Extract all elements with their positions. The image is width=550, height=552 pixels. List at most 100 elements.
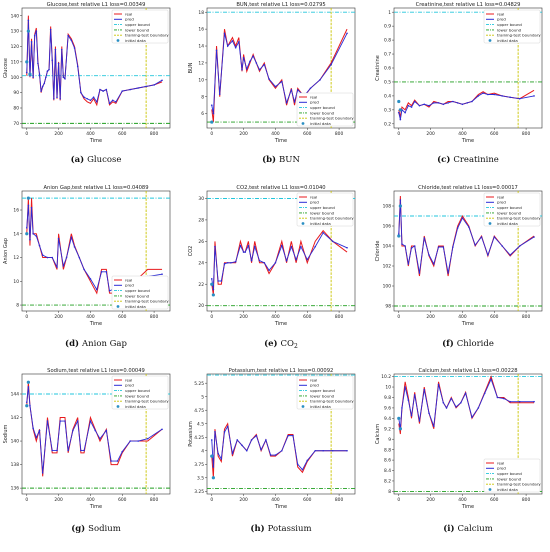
pred-point (161, 273, 163, 275)
legend-initial-marker (116, 39, 120, 42)
pred-point (210, 439, 213, 441)
chart-potassium: Potassium,test relative L1 loss=0.00092 3… (188, 368, 356, 534)
legend-label: lower bound (125, 27, 150, 32)
y-tick-label: 8.6 (384, 458, 391, 464)
pred-point (80, 91, 82, 94)
legend-label: training-test boundary (125, 399, 169, 404)
x-axis-label: Time (274, 504, 287, 510)
pred-point (258, 259, 261, 262)
pred-point (346, 246, 348, 249)
pred-point (217, 280, 219, 282)
pred-point (212, 112, 215, 115)
pred-point (35, 436, 38, 439)
legend-label: real (497, 194, 504, 199)
x-tick-label: 800 (150, 314, 159, 320)
pred-point (37, 62, 39, 65)
y-tick-label: 9 (388, 437, 391, 443)
pred-point (223, 263, 226, 265)
caption-name: Calcium (457, 524, 492, 534)
pred-point (268, 269, 270, 272)
pred-point (503, 397, 505, 400)
y-tick-label: 9.2 (384, 426, 391, 432)
x-tick-label: 800 (335, 131, 344, 137)
y-tick-label: 102 (383, 264, 392, 270)
pred-point (30, 41, 33, 43)
caption-name: Sodium (88, 524, 121, 534)
caption-name: Chloride (457, 339, 494, 349)
legend-label: initial data (310, 404, 331, 409)
x-tick-label: 200 (239, 314, 248, 320)
chart-bun: BUN,test relative L1 loss=0.02795 6 8 10 12 1… (188, 2, 356, 165)
legend-label: upper bound (310, 105, 335, 110)
legend-label: training-test boundary (310, 399, 354, 404)
y-tick-label: 24 (198, 260, 204, 266)
legend-box (111, 9, 169, 44)
pred-point (25, 227, 28, 229)
legend-label: real (310, 94, 317, 99)
legend-label: initial data (497, 487, 518, 492)
chart-title: Sodium,test relative L1 loss=0.00049 (47, 368, 145, 374)
pred-point (471, 416, 473, 419)
legend-label: pred (125, 283, 134, 288)
y-axis-label: BUN (188, 62, 194, 73)
caption-name: Creatinine (453, 155, 499, 165)
legend-initial-marker (301, 222, 305, 225)
x-axis-label: Time (274, 321, 287, 327)
pred-point (452, 100, 454, 103)
legend-label: training-test boundary (497, 33, 541, 38)
pred-point (161, 79, 163, 82)
chart-chloride: Chloride,test relative L1 loss=0.00017 98… (375, 185, 543, 349)
pred-point (496, 396, 499, 399)
pred-point (220, 458, 223, 460)
pred-point (99, 437, 101, 440)
x-axis-label: Time (461, 504, 474, 510)
initial-data-point (25, 404, 29, 408)
y-tick-label: 106 (383, 224, 392, 230)
y-axis-label: Calcium (375, 424, 381, 444)
x-tick-label: 200 (239, 131, 248, 137)
pred-point (432, 263, 435, 265)
initial-data-point (398, 108, 402, 112)
legend-label: upper bound (310, 205, 335, 210)
y-tick-label: 0.9 (384, 24, 391, 30)
pred-point (399, 199, 402, 201)
initial-data-point (26, 196, 30, 200)
pred-point (111, 99, 114, 102)
pred-point (467, 226, 470, 228)
pred-point (253, 245, 256, 248)
pred-point (59, 97, 61, 100)
pred-point (57, 62, 60, 65)
x-axis-label: Time (461, 138, 474, 144)
legend-label: initial data (310, 121, 331, 126)
pred-point (287, 434, 289, 437)
pred-point (471, 100, 473, 103)
pred-point (346, 449, 348, 452)
pred-point (56, 96, 58, 99)
pred-point (30, 206, 33, 209)
legend-box (483, 192, 541, 227)
pred-point (301, 468, 304, 471)
pred-point (41, 472, 44, 474)
pred-point (456, 227, 459, 229)
legend-label: initial data (497, 221, 518, 226)
y-axis-label: CO2 (188, 246, 194, 257)
pred-point (410, 247, 413, 249)
pred-point (442, 246, 445, 248)
legend-label: initial data (125, 404, 146, 409)
pred-point (296, 89, 299, 91)
pred-point (73, 246, 76, 248)
legend-box (111, 275, 169, 310)
pred-point (27, 19, 30, 22)
pred-point (64, 77, 66, 80)
chart-co2: CO2,test relative L1 loss=0.010402022242… (188, 185, 356, 350)
pred-point (518, 97, 521, 100)
caption-name: BUN (279, 155, 300, 165)
caption-letter: (a) (71, 154, 88, 165)
panel-caption: (i) Calcium (443, 523, 493, 534)
initial-data-point (398, 427, 402, 431)
panel-caption: (a) Glucose (71, 154, 122, 165)
pred-point (64, 420, 66, 422)
